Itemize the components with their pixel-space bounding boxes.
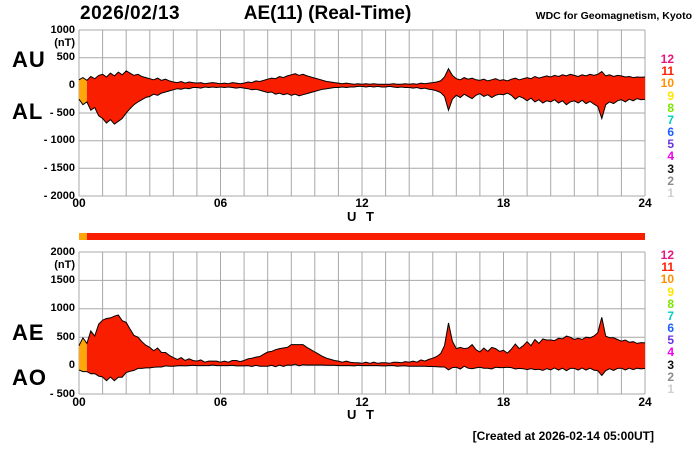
y-axis-unit: (nT) [54,37,75,49]
legend-station-count: 3 [667,161,674,176]
x-tick-label: 00 [72,196,86,210]
au-label: AU [12,47,46,72]
legend-station-count: 1 [667,381,674,396]
legend-station-count: 10 [660,272,674,287]
legend-station-count: 2 [667,369,674,384]
y-tick-label: 1000 [50,302,75,315]
x-tick-label: 00 [72,395,86,409]
trace-au [78,67,646,85]
legend-station-count: 12 [660,52,674,66]
x-tick-label: 18 [496,196,511,210]
legend-station-count: 6 [667,321,674,336]
al-label: AL [12,99,44,124]
ut-axis-label-top: U T [347,209,377,224]
trace-ao [78,363,646,382]
legend-station-count: 12 [660,248,674,262]
created-timestamp: [Created at 2026-02-14 05:00UT] [472,429,654,443]
trace-al [78,85,646,125]
y-tick-label: 1500 [50,273,75,286]
legend-station-count: 9 [667,88,674,103]
legend-station-count: 11 [661,260,674,275]
legend-station-count: 10 [660,76,674,91]
area-ae-ao [79,337,87,372]
trace-ae [78,314,646,364]
quality-bar-segment [86,233,645,240]
area-au-al [86,68,645,125]
y-tick-label: 500 [56,51,75,64]
legend-station-count: 8 [667,296,674,311]
y-tick-label: 2000 [50,245,75,258]
x-tick-label: 18 [496,395,511,409]
x-tick-label: 24 [638,395,652,409]
x-tick-label: 12 [355,395,369,409]
x-tick-label: 06 [213,395,228,409]
ao-label: AO [12,365,47,390]
legend-station-count: 9 [667,284,674,299]
legend-station-count: 4 [667,149,674,164]
area-ae-ao [86,315,645,381]
y-tick-label: - 2000 [43,189,75,202]
page-title: AE(11) (Real-Time) [243,3,412,24]
quality-bar-segment [79,233,87,240]
x-tick-label: 06 [213,196,228,210]
date-label: 2026/02/13 [80,3,181,24]
legend-station-count: 5 [667,137,674,152]
y-tick-label: - 500 [49,387,75,400]
ae-label: AE [12,320,45,345]
area-au-al [79,77,87,105]
y-tick-label: - 1500 [43,161,75,174]
y-tick-label: 1000 [50,23,75,36]
y-tick-label: - 500 [49,106,75,119]
y-axis-unit: (nT) [54,259,75,271]
x-tick-label: 24 [638,196,652,210]
legend-station-count: 5 [667,333,674,348]
legend-station-count: 8 [667,100,674,115]
x-tick-label: 12 [355,196,369,210]
legend-station-count: 3 [667,357,674,372]
legend-station-count: 1 [667,185,674,200]
source-label: WDC for Geomagnetism, Kyoto [535,10,692,22]
y-tick-label: 0 [68,78,75,91]
legend-station-count: 6 [667,125,674,140]
legend-station-count: 11 [661,64,674,79]
y-tick-label: 0 [68,359,75,372]
y-tick-label: 500 [56,330,75,343]
legend-station-count: 7 [667,308,674,323]
legend-station-count: 7 [667,112,674,127]
y-tick-label: - 1000 [43,134,75,147]
legend-station-count: 2 [667,173,674,188]
ut-axis-label-bottom: U T [347,407,377,422]
legend-station-count: 4 [667,345,674,360]
